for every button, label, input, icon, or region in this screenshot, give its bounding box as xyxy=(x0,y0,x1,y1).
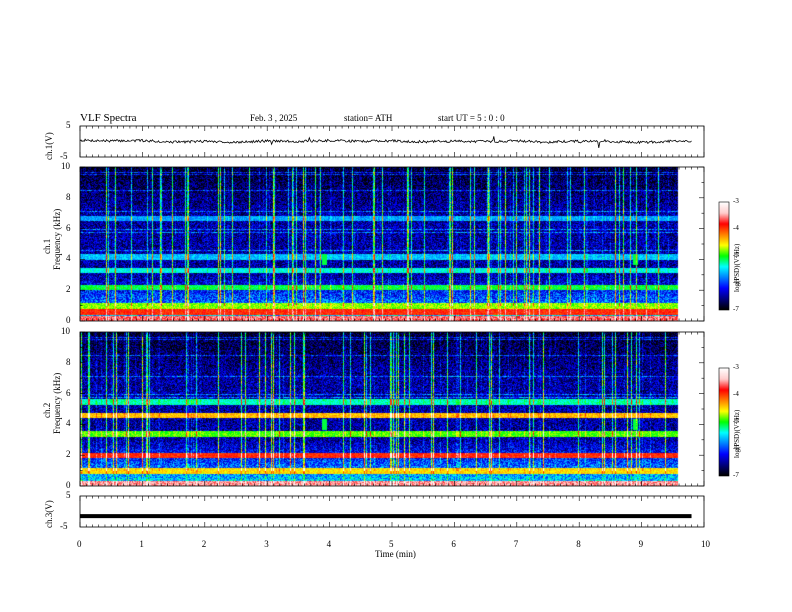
x-tick-label: 2 xyxy=(201,539,207,549)
s1-y-tick-label: 0 xyxy=(66,315,71,325)
x-tick-label: 1 xyxy=(139,539,144,549)
ch1-y-tick-label: -5 xyxy=(60,151,68,161)
x-tick-label: 3 xyxy=(264,539,269,549)
x-tick-label: 10 xyxy=(701,539,710,549)
ch1-spec-ylabel-line2: Frequency (kHz) xyxy=(52,208,62,270)
s1-y-tick-label: 6 xyxy=(66,222,71,233)
s1-colorbar-tick-label: -5 xyxy=(733,251,739,259)
s2-colorbar-tick-label: -6 xyxy=(733,444,739,452)
s1-y-tick-label: 8 xyxy=(66,191,71,202)
ch2-colorbar-title: log(PSD)(V²/Hz) xyxy=(733,409,741,458)
ch1-voltage-ylabel: ch.1(V) xyxy=(44,132,54,160)
s1-y-tick-label: 4 xyxy=(66,253,71,264)
s2-colorbar-tick-label: -7 xyxy=(733,471,739,479)
s2-y-tick-label: 2 xyxy=(66,449,71,460)
x-tick-label: 6 xyxy=(451,539,456,549)
ch2-spectrogram-frame xyxy=(79,331,705,487)
ch3-voltage-ylabel: ch.3(V) xyxy=(44,500,54,528)
ch2-colorbar-frame xyxy=(718,367,730,477)
x-tick-label: 8 xyxy=(576,539,581,549)
ch2-spec-ylabel-line1: ch.2 xyxy=(42,402,52,418)
ch3-y-tick-label: -5 xyxy=(60,521,68,531)
s2-y-tick-label: 10 xyxy=(61,326,70,336)
ch1-colorbar-frame xyxy=(718,201,730,311)
ch1-voltage-trace xyxy=(79,136,692,148)
s1-colorbar-tick-label: -4 xyxy=(733,224,739,232)
date-label: Feb. 3 , 2025 xyxy=(250,113,298,123)
s2-y-tick-label: 4 xyxy=(66,418,71,429)
x-tick-label: 0 xyxy=(77,539,82,549)
start-time-label: start UT = 5 : 0 : 0 xyxy=(438,113,505,123)
s1-colorbar-tick-label: -6 xyxy=(733,278,739,286)
s1-y-tick-label: 2 xyxy=(66,284,71,295)
s2-colorbar-tick-label: -3 xyxy=(733,363,739,371)
ch2-colorbar xyxy=(719,368,729,476)
s2-y-tick-label: 8 xyxy=(66,356,71,367)
s2-y-tick-label: 0 xyxy=(66,480,71,490)
x-tick-label: 7 xyxy=(513,539,519,549)
ch1-spec-ylabel-line1: ch.1 xyxy=(42,238,52,254)
s1-colorbar-tick-label: -3 xyxy=(733,197,739,205)
s2-y-tick-label: 6 xyxy=(66,387,71,398)
station-label: station= ATH xyxy=(344,113,393,123)
x-tick-label: 4 xyxy=(326,539,332,549)
figure-title: VLF Spectra xyxy=(80,112,137,124)
x-tick-label: 5 xyxy=(389,539,394,549)
s2-colorbar-tick-label: -4 xyxy=(733,390,739,398)
x-axis-title: Time (min) xyxy=(375,549,416,559)
ch1-colorbar xyxy=(719,202,729,310)
ch1-y-tick-label: 5 xyxy=(66,120,71,130)
s2-colorbar-tick-label: -5 xyxy=(733,417,739,425)
s1-colorbar-tick-label: -7 xyxy=(733,305,739,313)
s1-y-tick-label: 10 xyxy=(61,161,70,171)
ch2-spectrogram-image xyxy=(80,332,690,486)
x-tick-label: 9 xyxy=(638,539,644,549)
ch1-spectrogram-frame xyxy=(79,166,705,322)
ch3-y-tick-label: 5 xyxy=(66,490,71,500)
ch1-spectrogram-image xyxy=(80,167,690,321)
ch2-spec-ylabel-line2: Frequency (kHz) xyxy=(52,372,62,434)
ch1-colorbar-title: log(PSD)(V²/Hz) xyxy=(733,243,741,292)
